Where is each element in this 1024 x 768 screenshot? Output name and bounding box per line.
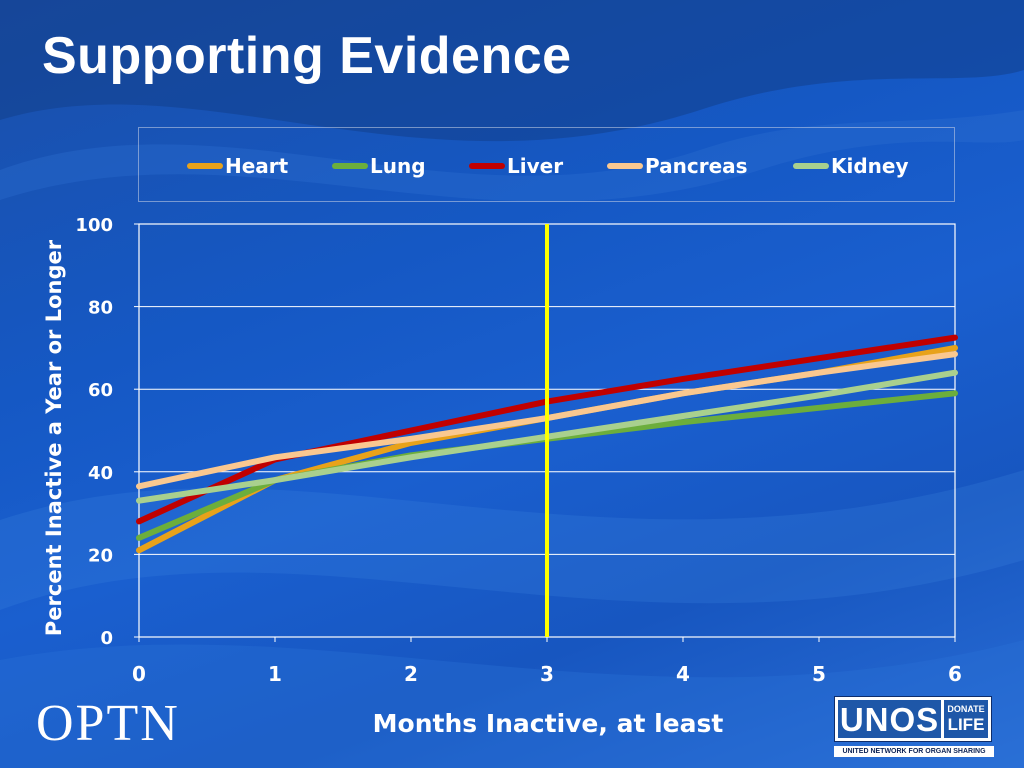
legend-item-pancreas: Pancreas [607, 152, 748, 180]
legend-swatch-kidney [793, 163, 829, 169]
legend-label-lung: Lung [370, 154, 426, 178]
y-tick-label: 80 [88, 298, 113, 319]
y-tick-label: 20 [88, 545, 113, 566]
y-tick-label: 40 [88, 463, 113, 484]
x-tick-label: 4 [676, 662, 690, 686]
life-label: LIFE [947, 715, 985, 734]
legend-label-liver: Liver [507, 154, 564, 178]
legend-label-heart: Heart [225, 154, 289, 178]
x-tick-label: 6 [948, 662, 962, 686]
legend-swatch-liver [469, 163, 505, 169]
y-tick-label: 60 [88, 380, 113, 401]
x-tick-label: 5 [812, 662, 826, 686]
donate-label: DONATE [947, 704, 985, 714]
legend-swatch-heart [187, 163, 223, 169]
legend-item-lung: Lung [332, 152, 426, 180]
legend-label-kidney: Kidney [831, 154, 909, 178]
y-tick-label: 0 [100, 628, 113, 649]
x-axis-label: Months Inactive, at least [373, 709, 724, 738]
legend-swatch-lung [332, 163, 368, 169]
unos-caption: UNITED NETWORK FOR ORGAN SHARING [834, 746, 994, 757]
legend-item-liver: Liver [469, 152, 563, 180]
x-tick-label: 3 [540, 662, 554, 686]
unos-logo: UNOS DONATE LIFE UNITED NETWORK FOR ORGA… [834, 696, 994, 760]
legend-item-heart: Heart [187, 152, 288, 180]
slide-title: Supporting Evidence [42, 27, 572, 85]
optn-logo: OPTN [36, 695, 180, 752]
unos-brand: UNOS [838, 700, 941, 738]
legend-swatch-pancreas [607, 163, 643, 169]
y-axis-label: Percent Inactive a Year or Longer [42, 239, 66, 636]
y-tick-label: 100 [75, 215, 113, 236]
x-tick-label: 0 [132, 662, 146, 686]
x-tick-label: 2 [404, 662, 418, 686]
donate-life-badge: DONATE LIFE [944, 700, 988, 738]
chart-legend: Heart Lung Liver Pancreas Kidney [138, 127, 955, 202]
x-tick-label: 1 [268, 662, 282, 686]
legend-item-kidney: Kidney [793, 152, 909, 180]
unos-logo-box: UNOS DONATE LIFE [834, 696, 992, 742]
legend-label-pancreas: Pancreas [645, 154, 748, 178]
